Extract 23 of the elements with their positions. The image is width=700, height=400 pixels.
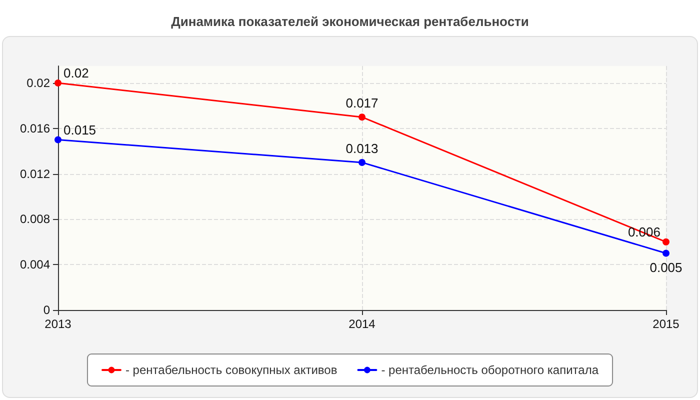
x-tick-label: 2015 <box>652 317 680 331</box>
y-tick-label: 0.004 <box>20 258 50 272</box>
point <box>662 250 670 257</box>
point <box>54 80 62 87</box>
y-tick-label: 0.008 <box>20 212 50 226</box>
y-tick-label: 0.012 <box>20 166 50 181</box>
y-tick-label: 0 <box>43 303 50 317</box>
legend-label: - рентабельность совокупных активов <box>125 363 338 377</box>
x-tick-label: 2013 <box>44 317 72 331</box>
data-label: 0.02 <box>64 66 89 81</box>
data-label: 0.015 <box>64 122 96 138</box>
chart-title: Динамика показателей экономическая рентабельности <box>171 14 529 29</box>
y-tick-label: 0.016 <box>20 121 50 136</box>
x-tick-label: 2014 <box>348 317 376 331</box>
point <box>358 114 366 121</box>
y-tick-label: 0.02 <box>26 76 50 90</box>
data-label: 0.005 <box>650 260 682 275</box>
legend-label: - рентабельность оборотного капитала <box>381 363 599 377</box>
point <box>54 136 62 144</box>
data-label: 0.017 <box>346 96 378 111</box>
point <box>662 238 670 246</box>
point <box>358 158 366 166</box>
data-label: 0.013 <box>346 140 378 156</box>
